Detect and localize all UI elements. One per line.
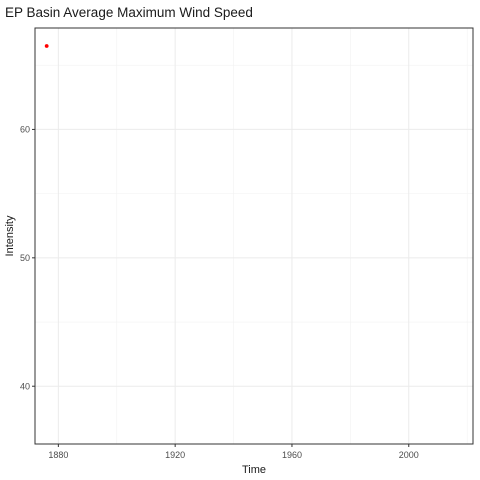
- grid: [35, 28, 473, 444]
- x-axis-label: Time: [242, 464, 266, 476]
- y-tick-label: 60: [20, 125, 30, 135]
- y-tick-label: 50: [20, 253, 30, 263]
- y-tick-label: 40: [20, 381, 30, 391]
- x-tick-label: 1880: [48, 450, 68, 460]
- plot-border: [34, 27, 474, 445]
- data-points: [44, 44, 49, 48]
- data-point: [44, 44, 49, 48]
- y-axis-label: Intensity: [4, 215, 16, 256]
- x-tick-label: 1920: [165, 450, 185, 460]
- x-tick-label: 1960: [282, 450, 302, 460]
- chart-title: EP Basin Average Maximum Wind Speed: [5, 5, 253, 20]
- x-tick-label: 2000: [399, 450, 419, 460]
- axes: 1880 1920 1960 2000 40 50 60: [20, 125, 419, 460]
- plot-panel: [35, 28, 473, 444]
